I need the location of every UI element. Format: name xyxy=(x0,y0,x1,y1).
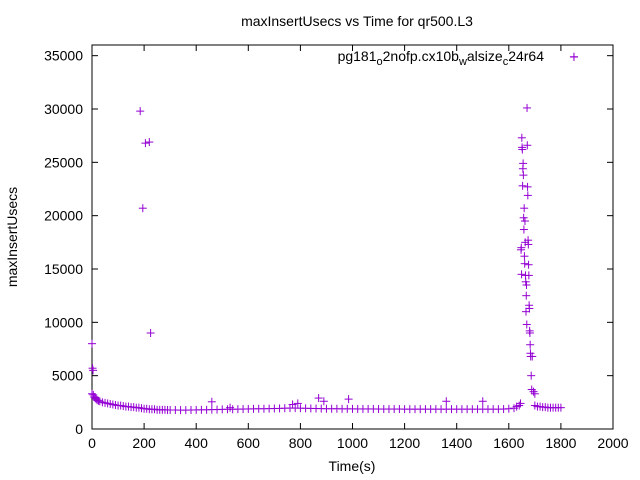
x-tick-label: 1600 xyxy=(493,435,524,451)
data-point xyxy=(519,159,528,168)
x-tick-label: 1000 xyxy=(337,435,368,451)
data-point xyxy=(518,145,527,154)
data-point xyxy=(89,366,98,375)
legend-text-part: pg181 xyxy=(338,48,377,64)
data-point xyxy=(524,260,533,269)
data-point xyxy=(569,52,578,61)
y-tick-label: 35000 xyxy=(44,48,83,64)
data-point xyxy=(515,401,524,410)
data-point xyxy=(527,385,536,394)
x-tick-label: 1400 xyxy=(441,435,472,451)
data-point xyxy=(293,399,302,408)
data-point xyxy=(525,304,534,313)
y-tick-label: 20000 xyxy=(44,208,83,224)
legend-text-part: alsize xyxy=(467,48,503,64)
data-point xyxy=(524,271,533,280)
y-axis-label: maxInsertUsecs xyxy=(4,187,20,287)
data-point xyxy=(528,352,537,361)
data-point xyxy=(314,394,323,403)
data-point xyxy=(523,141,532,150)
data-point xyxy=(207,397,216,406)
data-point xyxy=(88,364,97,373)
legend-subscript: o xyxy=(377,56,383,68)
legend-text-part: 24r64 xyxy=(508,48,544,64)
data-point xyxy=(88,389,96,398)
data-point xyxy=(146,329,155,337)
data-point xyxy=(344,395,353,404)
data-point xyxy=(522,291,531,300)
data-point xyxy=(523,103,532,112)
legend-subscript: c xyxy=(503,56,509,68)
x-tick-label: 0 xyxy=(88,435,96,451)
x-tick-label: 1200 xyxy=(389,435,420,451)
data-point xyxy=(521,277,530,286)
y-tick-label: 5000 xyxy=(52,368,83,384)
data-point xyxy=(530,389,539,398)
legend: pg181o2nofp.cx10bwalsizec24r64 xyxy=(338,48,578,68)
data-point xyxy=(523,191,532,200)
data-point xyxy=(523,182,532,191)
x-tick-label: 800 xyxy=(289,435,313,451)
data-point xyxy=(527,371,536,380)
data-point xyxy=(520,259,529,268)
x-axis-label: Time(s) xyxy=(329,458,376,474)
y-axis: 0 5000 10000 15000 20000 25000 30000 35000 xyxy=(44,48,613,437)
x-tick-label: 400 xyxy=(185,435,209,451)
data-point xyxy=(94,396,103,405)
plot-frame xyxy=(91,44,614,430)
chart-title: maxInsertUsecs vs Time for qr500.L3 xyxy=(241,13,473,29)
data-point xyxy=(88,339,96,348)
data-point xyxy=(522,320,531,329)
data-point xyxy=(141,139,150,148)
data-point xyxy=(136,107,145,116)
x-tick-label: 600 xyxy=(237,435,261,451)
data-point xyxy=(522,281,531,289)
data-point xyxy=(519,213,528,222)
data-point xyxy=(556,403,565,412)
y-tick-label: 25000 xyxy=(44,154,83,170)
y-tick-label: 30000 xyxy=(44,101,83,117)
x-tick-label: 200 xyxy=(132,435,156,451)
data-points xyxy=(88,52,578,415)
data-point xyxy=(519,225,528,234)
data-point xyxy=(504,404,513,413)
y-tick-label: 15000 xyxy=(44,261,83,277)
data-point xyxy=(526,340,535,349)
data-point xyxy=(529,387,538,396)
data-point xyxy=(442,397,451,406)
legend-text-part: 2nofp.cx10b xyxy=(383,48,459,64)
data-point xyxy=(521,307,530,316)
x-tick-label: 1800 xyxy=(545,435,576,451)
data-point xyxy=(89,390,98,399)
legend-label: pg181o2nofp.cx10bwalsizec24r64 xyxy=(338,48,545,68)
data-point xyxy=(517,270,526,279)
x-tick-label: 2000 xyxy=(597,435,628,451)
data-point xyxy=(518,181,527,190)
data-point xyxy=(517,243,526,252)
data-point xyxy=(516,399,525,408)
data-point xyxy=(525,329,534,337)
y-tick-label: 10000 xyxy=(44,314,83,330)
legend-subscript: w xyxy=(458,56,467,68)
x-axis: 0 200 400 600 800 1000 1200 1400 1600 1800 2000 xyxy=(88,45,629,451)
data-point xyxy=(520,217,529,225)
data-point xyxy=(319,397,328,406)
y-tick-label: 0 xyxy=(75,421,83,437)
data-point xyxy=(478,397,487,406)
data-point xyxy=(519,171,528,180)
data-point xyxy=(145,138,154,147)
data-point xyxy=(520,204,529,213)
data-point xyxy=(524,240,533,249)
data-point xyxy=(517,133,526,142)
data-point xyxy=(520,252,529,261)
data-point xyxy=(138,204,147,213)
